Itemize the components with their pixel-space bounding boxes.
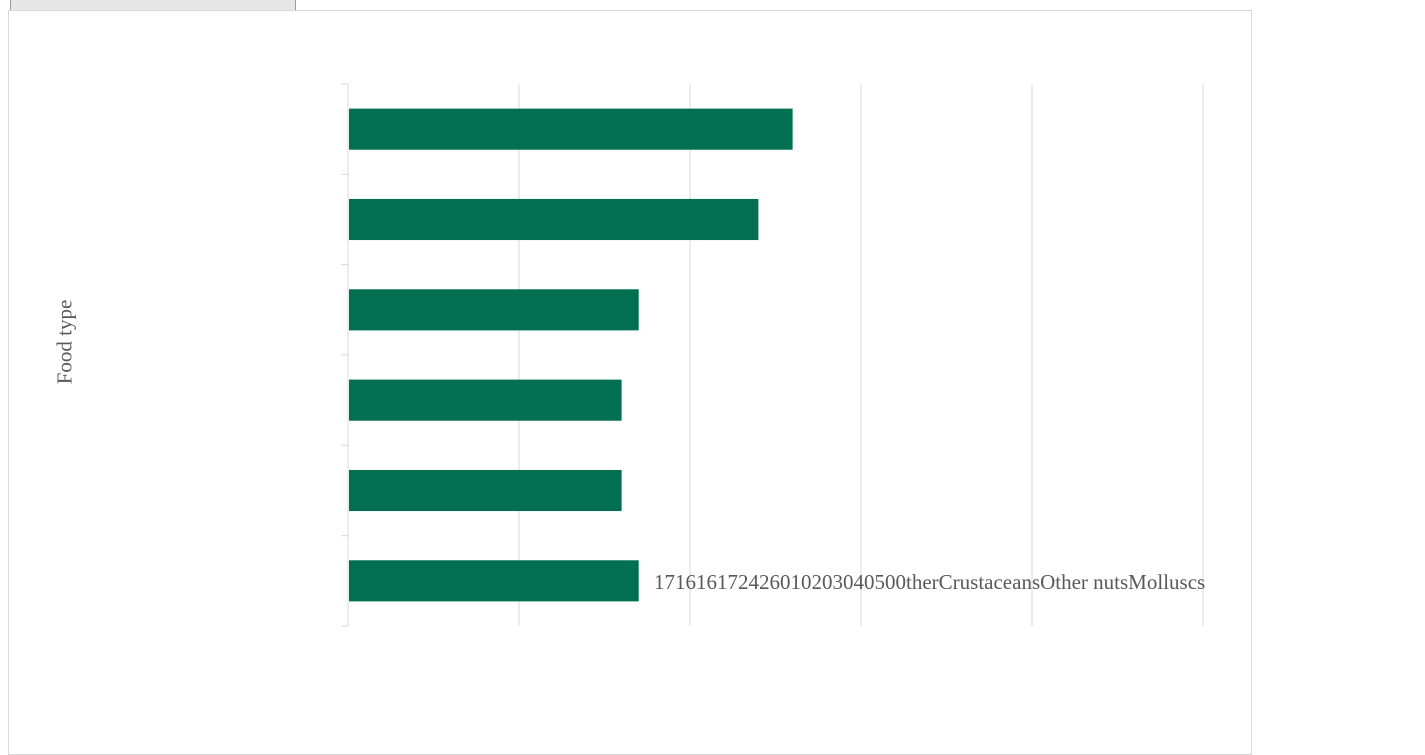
bar-0 — [349, 560, 639, 602]
y-axis-title: Food type — [52, 299, 77, 385]
bars — [349, 108, 793, 602]
bar-1 — [349, 469, 622, 512]
bar-3 — [349, 289, 639, 331]
bar-2 — [349, 379, 622, 421]
gridlines — [518, 84, 1204, 626]
bar-5 — [349, 108, 793, 150]
bar-4 — [349, 198, 759, 241]
overflow-labels: 171616172426010203040500therCrustaceansO… — [654, 570, 1206, 594]
category-axis — [341, 83, 349, 627]
